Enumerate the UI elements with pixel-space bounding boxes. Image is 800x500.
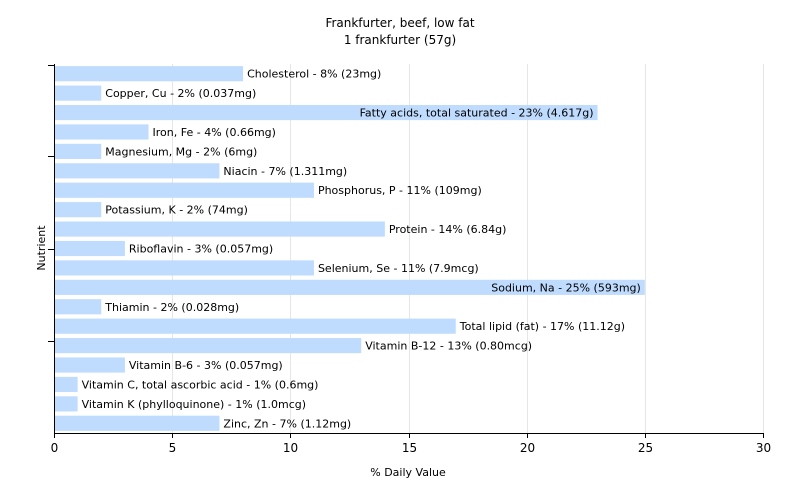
- bar: [55, 357, 125, 373]
- chart-subtitle: 1 frankfurter (57g): [344, 33, 456, 47]
- x-tick-label: 0: [51, 441, 59, 455]
- bar-label: Potassium, K - 2% (74mg): [105, 204, 248, 217]
- bar: [55, 415, 220, 431]
- bar-label: Niacin - 7% (1.311mg): [223, 165, 347, 178]
- bar: [55, 143, 102, 159]
- x-tick-label: 15: [402, 441, 417, 455]
- bar-label: Magnesium, Mg - 2% (6mg): [105, 145, 257, 158]
- bar-label: Vitamin C, total ascorbic acid - 1% (0.6…: [82, 378, 319, 391]
- y-axis-title: Nutrient: [35, 225, 48, 271]
- bar: [55, 318, 456, 334]
- bar: [55, 66, 244, 82]
- grid: [172, 64, 764, 433]
- bar: [55, 182, 314, 198]
- axes: 0 5 10 15 20 25 30: [48, 64, 771, 455]
- bar: [55, 104, 598, 121]
- bars: Cholesterol - 8% (23mg) Copper, Cu - 2% (…: [55, 66, 645, 431]
- chart-title: Frankfurter, beef, low fat: [325, 16, 474, 30]
- bar: [55, 85, 102, 101]
- bar-label: Riboflavin - 3% (0.057mg): [129, 243, 273, 256]
- bar: [55, 221, 385, 237]
- bar: [55, 240, 125, 257]
- x-tick-label: 25: [638, 441, 653, 455]
- bar-label: Iron, Fe - 4% (0.66mg): [153, 126, 276, 139]
- bar-label: Selenium, Se - 11% (7.9mcg): [318, 262, 479, 275]
- bar-label: Phosphorus, P - 11% (109mg): [318, 184, 482, 197]
- bar: [55, 279, 645, 295]
- x-tick-label: 5: [169, 441, 177, 455]
- bar: [55, 202, 102, 218]
- x-tick-label: 20: [520, 441, 535, 455]
- bar: [55, 124, 149, 140]
- bar-label: Sodium, Na - 25% (593mg): [491, 281, 641, 294]
- bar-label: Zinc, Zn - 7% (1.12mg): [223, 417, 351, 430]
- bar-label: Fatty acids, total saturated - 23% (4.61…: [360, 107, 594, 120]
- bar-label: Vitamin K (phylloquinone) - 1% (1.0mcg): [82, 398, 306, 411]
- bar: [55, 376, 78, 393]
- bar-label: Protein - 14% (6.84g): [389, 223, 507, 236]
- bar: [55, 338, 362, 354]
- x-axis-title: % Daily Value: [370, 466, 446, 479]
- bar: [55, 299, 102, 315]
- x-tick-label: 10: [283, 441, 298, 455]
- bar-label: Cholesterol - 8% (23mg): [247, 68, 381, 81]
- bar: [55, 396, 78, 412]
- bar-label: Vitamin B-6 - 3% (0.057mg): [129, 359, 283, 372]
- bar-label: Thiamin - 2% (0.028mg): [104, 301, 239, 314]
- bar: [55, 260, 314, 276]
- bar-label: Vitamin B-12 - 13% (0.80mcg): [365, 340, 532, 353]
- bar-label: Total lipid (fat) - 17% (11.12g): [459, 320, 625, 333]
- bar-label: Copper, Cu - 2% (0.037mg): [105, 87, 256, 100]
- bar: [55, 163, 220, 179]
- x-tick-label: 30: [756, 441, 771, 455]
